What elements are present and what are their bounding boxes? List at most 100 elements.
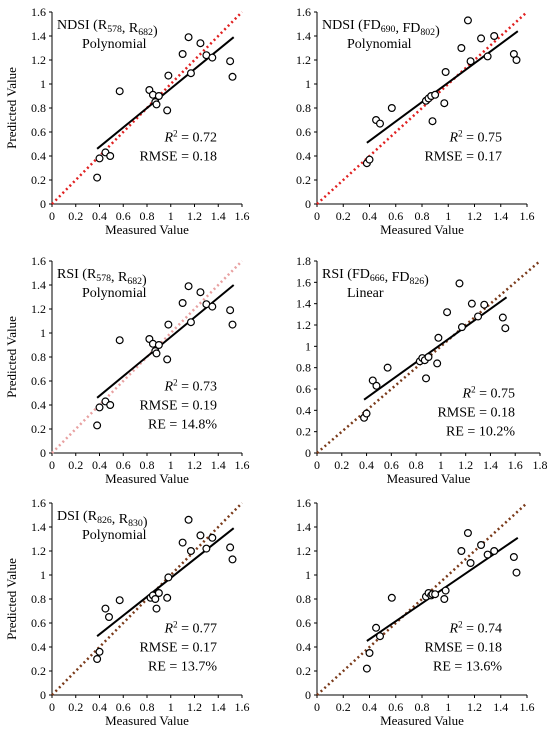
chart-panel-6: 0 0.2 0.4 0.6 0.8 1 1.2 1.4 1.6 0 0.2 0.4 0.6 0.8 1 1.2… bbox=[296, 496, 535, 728]
y-tick-label: 0.2 bbox=[296, 173, 311, 187]
data-point bbox=[457, 546, 466, 555]
method-label: Linear bbox=[347, 286, 384, 301]
y-tick-label: 1 bbox=[40, 77, 46, 91]
y-tick-label: 1 bbox=[40, 568, 46, 582]
data-point bbox=[372, 381, 381, 390]
x-tick-label: 1 bbox=[438, 458, 444, 472]
x-tick-label: 0.8 bbox=[140, 458, 155, 472]
data-point bbox=[152, 349, 161, 358]
data-point bbox=[443, 308, 452, 317]
x-tick-label: 0 bbox=[49, 209, 55, 223]
x-tick-label: 0.4 bbox=[362, 700, 377, 714]
x-tick-label: 0.4 bbox=[92, 700, 107, 714]
x-tick-label: 0.8 bbox=[140, 209, 155, 223]
x-tick-label: 0.6 bbox=[116, 209, 131, 223]
panel-title: RSI (FD666, FD826) bbox=[322, 267, 429, 288]
data-point bbox=[115, 336, 124, 345]
y-tick-label: 0.4 bbox=[296, 640, 311, 654]
y-tick-label: 0.4 bbox=[31, 640, 46, 654]
x-tick-label: 1 bbox=[445, 700, 451, 714]
x-tick-label: 1.6 bbox=[235, 458, 250, 472]
chart-panel-2: 0 0.2 0.4 0.6 0.8 1 1.2 1.4 1.6 0 0.2 0.4 0.6 0.8 1 1.2… bbox=[296, 5, 535, 237]
rmse-label: RMSE = 0.18 bbox=[424, 641, 502, 656]
data-point bbox=[365, 648, 374, 657]
data-point bbox=[95, 647, 104, 656]
data-point bbox=[228, 72, 237, 81]
method-label: Polynomial bbox=[82, 37, 147, 52]
x-tick-label: 0.2 bbox=[336, 209, 351, 223]
x-tick-label: 1.8 bbox=[533, 458, 548, 472]
y-tick-label: 0.2 bbox=[296, 425, 311, 439]
r2-label: R2 = 0.75 bbox=[462, 385, 515, 402]
rmse-label: RMSE = 0.18 bbox=[437, 406, 515, 421]
x-tick-label: 0.2 bbox=[336, 700, 351, 714]
data-point bbox=[477, 34, 486, 43]
x-tick-label: 0 bbox=[314, 209, 320, 223]
x-tick-label: 1.2 bbox=[458, 458, 473, 472]
y-tick-label: 0 bbox=[40, 688, 46, 702]
data-point bbox=[163, 355, 172, 364]
x-tick-label: 0.6 bbox=[116, 700, 131, 714]
x-tick-label: 1.6 bbox=[520, 700, 535, 714]
data-point bbox=[164, 320, 173, 329]
data-point bbox=[509, 552, 518, 561]
x-axis-label: Measured Value bbox=[380, 222, 464, 237]
x-tick-label: 0.4 bbox=[92, 458, 107, 472]
y-tick-label: 0.2 bbox=[31, 422, 46, 436]
data-point bbox=[431, 90, 440, 99]
x-tick-label: 0.2 bbox=[68, 700, 83, 714]
data-point bbox=[196, 531, 205, 540]
y-tick-label: 1.4 bbox=[31, 29, 46, 43]
x-tick-label: 0.4 bbox=[362, 209, 377, 223]
y-tick-label: 0 bbox=[305, 446, 311, 460]
y-axis-label: Predicted Value bbox=[4, 67, 19, 149]
r2-label: R2 = 0.77 bbox=[164, 620, 217, 637]
rmse-label: RMSE = 0.19 bbox=[139, 399, 217, 414]
x-tick-label: 0.2 bbox=[334, 458, 349, 472]
x-axis-label: Measured Value bbox=[387, 471, 471, 486]
re-label: RE = 13.7% bbox=[148, 660, 217, 675]
x-axis-label: Measured Value bbox=[105, 713, 189, 728]
panel-title: DSI (R826, R830) bbox=[57, 509, 148, 530]
data-point bbox=[154, 341, 163, 350]
y-tick-label: 1 bbox=[305, 77, 311, 91]
y-tick-label: 1.2 bbox=[296, 318, 311, 332]
data-point bbox=[477, 540, 486, 549]
x-tick-label: 0.8 bbox=[409, 458, 424, 472]
data-point bbox=[498, 313, 507, 322]
y-tick-label: 1.2 bbox=[296, 53, 311, 67]
fit-line bbox=[96, 527, 235, 637]
data-point bbox=[106, 401, 115, 410]
data-point bbox=[196, 39, 205, 48]
x-tick-label: 0.2 bbox=[68, 458, 83, 472]
r2-label: R2 = 0.75 bbox=[449, 129, 502, 146]
panel-title: RSI (R578, R682) bbox=[57, 267, 147, 288]
data-point bbox=[365, 155, 374, 164]
rmse-label: RMSE = 0.17 bbox=[424, 150, 502, 165]
y-tick-label: 1.6 bbox=[31, 254, 46, 268]
data-point bbox=[164, 573, 173, 582]
data-point bbox=[424, 353, 433, 362]
x-tick-label: 1.2 bbox=[187, 209, 202, 223]
y-tick-label: 1.2 bbox=[31, 544, 46, 558]
chart-panel-3: 0 0.2 0.4 0.6 0.8 1 1.2 1.4 1.6 0 0.2 0.4 0.6 0.8 1 1.2… bbox=[4, 254, 250, 486]
data-point bbox=[202, 544, 211, 553]
data-point bbox=[154, 588, 163, 597]
data-point bbox=[441, 67, 450, 76]
x-tick-label: 1.2 bbox=[187, 458, 202, 472]
y-tick-label: 0.6 bbox=[296, 382, 311, 396]
y-tick-label: 1.6 bbox=[31, 496, 46, 510]
data-point bbox=[376, 119, 385, 128]
y-tick-label: 0.6 bbox=[31, 125, 46, 139]
y-tick-label: 0.6 bbox=[296, 125, 311, 139]
y-tick-label: 1.8 bbox=[296, 254, 311, 268]
x-tick-label: 0.4 bbox=[92, 209, 107, 223]
data-point bbox=[490, 546, 499, 555]
x-tick-label: 1 bbox=[168, 700, 174, 714]
x-tick-label: 1.4 bbox=[211, 458, 226, 472]
y-tick-label: 1.4 bbox=[296, 29, 311, 43]
y-tick-label: 1.4 bbox=[296, 297, 311, 311]
y-tick-label: 0.2 bbox=[296, 664, 311, 678]
data-point bbox=[163, 106, 172, 115]
data-point bbox=[387, 103, 396, 112]
